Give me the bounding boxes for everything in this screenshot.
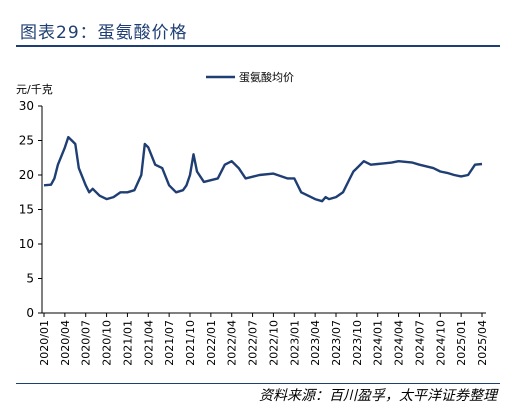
chart-legend: 蛋氨酸均价 [206,70,294,84]
figure-title: 图表29：蛋氨酸价格 [20,23,188,43]
x-tick-label: 2020/04 [59,320,72,366]
y-tick-label: 20 [19,168,34,182]
y-tick-label: 10 [19,237,34,251]
x-tick-label: 2021/04 [142,320,155,366]
x-tick-label: 2024/04 [393,320,406,366]
x-tick-label: 2021/10 [184,320,197,366]
x-tick-label: 2022/04 [226,320,239,366]
x-tick-labels: 2020/01 2020/04 2020/07 2020/10 2021/01 2021/… [38,320,489,366]
title-rule [16,45,500,47]
x-tick-label: 2024/07 [413,320,426,366]
x-tick-label: 2022/10 [267,320,280,366]
source-note: 资料来源：百川盈孚，太平洋证券整理 [259,388,497,404]
x-tick-label: 2021/01 [121,320,134,366]
series-line [43,135,483,203]
x-tick-label: 2023/04 [309,320,322,366]
y-tick-labels: 0 5 10 15 20 25 30 [19,99,34,320]
y-tick-label: 30 [19,99,34,113]
x-tick-label: 2022/07 [247,320,260,366]
source-rule [16,383,500,384]
chart-axes [38,105,486,317]
y-axis-unit: 元/千克 [16,83,53,96]
y-tick-label: 25 [19,134,34,148]
x-tick-label: 2024/01 [372,320,385,366]
x-tick-label: 2023/10 [351,320,364,366]
y-tick-label: 5 [26,272,34,286]
y-tick-label: 15 [19,203,34,217]
x-tick-label: 2023/01 [288,320,301,366]
x-tick-label: 2022/01 [205,320,218,366]
x-tick-label: 2023/07 [330,320,343,366]
x-tick-label: 2020/10 [101,320,114,366]
legend-label: 蛋氨酸均价 [239,70,294,84]
series-lines [43,135,483,203]
x-tick-label: 2024/10 [434,320,447,366]
x-tick-label: 2020/07 [80,320,93,366]
x-tick-label: 2025/04 [476,320,489,366]
y-tick-label: 0 [26,306,34,320]
x-tick-label: 2020/01 [38,320,51,366]
x-tick-label: 2021/07 [163,320,176,366]
x-tick-label: 2025/01 [455,320,468,366]
